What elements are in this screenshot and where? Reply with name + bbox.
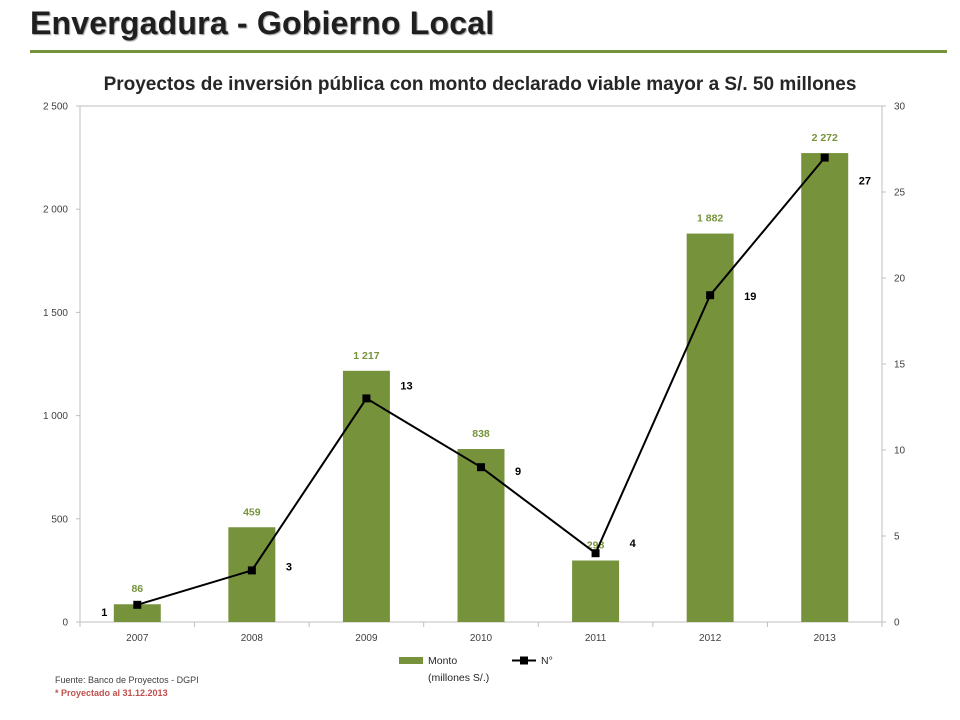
bar-value-label: 459 (243, 506, 261, 518)
bar-value-label: 86 (131, 583, 143, 595)
x-axis-tick-label: 2012 (699, 633, 722, 644)
bar (572, 560, 620, 622)
left-axis-tick-label: 1 000 (43, 411, 68, 422)
chart-title: Proyectos de inversión pública con monto… (103, 74, 857, 95)
bar (113, 604, 161, 622)
x-axis: 2007 2008 2009 2010 2011 2012 2013 (79, 622, 883, 644)
legend-swatch-marker (520, 656, 528, 665)
right-axis-tick-label: 10 (894, 446, 906, 457)
right-axis-tick-label: 20 (894, 274, 906, 285)
line-value-label: 3 (286, 561, 292, 573)
right-axis-tick-label: 5 (894, 532, 900, 543)
left-axis-tick-label: 1 500 (43, 308, 68, 319)
line-marker (591, 549, 600, 558)
right-axis-tick-label: 30 (894, 102, 906, 113)
right-axis: 0 5 10 15 20 25 30 (882, 102, 906, 629)
left-axis-tick-label: 500 (51, 514, 68, 525)
left-axis-tick-label: 0 (62, 618, 68, 629)
x-axis-tick-label: 2013 (814, 633, 837, 644)
legend: Monto (millones S/.) N° (399, 655, 553, 684)
source-note: Fuente: Banco de Proyectos - DGPI (55, 675, 199, 685)
right-axis-tick-label: 15 (894, 360, 906, 371)
line-marker (820, 153, 829, 162)
line-value-label: 9 (515, 466, 521, 478)
line-marker (362, 394, 371, 403)
bar-value-label: 1 882 (697, 213, 723, 225)
line-value-label: 1 (101, 607, 107, 619)
bar (457, 449, 505, 622)
x-axis-tick-label: 2011 (585, 633, 607, 644)
line-value-label: 13 (400, 380, 412, 392)
legend-label-bar-unit: (millones S/.) (428, 672, 489, 684)
legend-label-line: N° (541, 655, 553, 667)
slide-title: Envergadura - Gobierno Local (30, 5, 495, 41)
bar-value-label: 1 217 (353, 350, 379, 362)
x-axis-tick-label: 2009 (355, 633, 378, 644)
line-marker (706, 291, 715, 300)
bar (801, 153, 849, 622)
left-axis: 0 500 1 000 1 500 2 000 2 500 (43, 102, 80, 629)
projection-note: * Proyectado al 31.12.2013 (55, 688, 168, 698)
bar-value-label: 2 272 (812, 132, 838, 144)
line-value-label: 27 (859, 176, 871, 188)
x-axis-tick-label: 2008 (241, 633, 264, 644)
left-axis-tick-label: 2 000 (43, 205, 68, 216)
left-axis-tick-label: 2 500 (43, 102, 68, 113)
line-value-label: 19 (744, 291, 756, 303)
x-axis-tick-label: 2007 (126, 633, 149, 644)
bar-value-label: 838 (472, 428, 490, 440)
line-marker (133, 600, 142, 609)
legend-label-bar: Monto (428, 655, 457, 667)
line-value-label: 4 (630, 538, 637, 550)
line-marker (247, 566, 256, 575)
bar (342, 370, 390, 622)
title-divider (30, 50, 947, 53)
right-axis-tick-label: 25 (894, 188, 906, 199)
right-axis-tick-label: 0 (894, 618, 900, 629)
line-marker (477, 463, 485, 472)
legend-swatch-bar (399, 657, 423, 664)
x-axis-tick-label: 2010 (470, 633, 493, 644)
